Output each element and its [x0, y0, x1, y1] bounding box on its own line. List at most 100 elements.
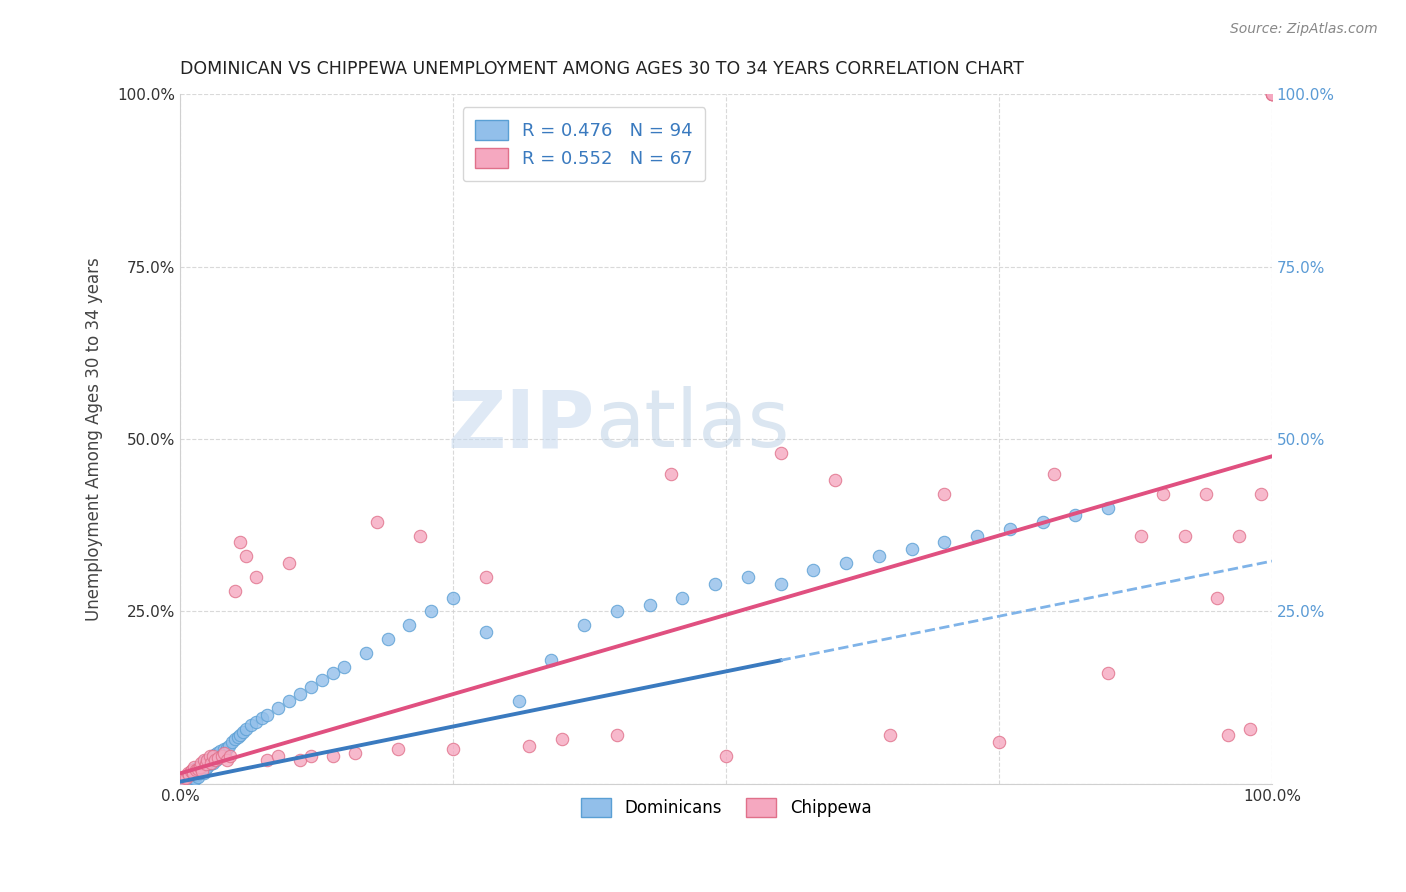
Point — [235, 549, 257, 564]
Point — [221, 735, 243, 749]
Point — [398, 618, 420, 632]
Point — [214, 746, 236, 760]
Point — [235, 722, 257, 736]
Point — [212, 746, 235, 760]
Point — [661, 467, 683, 481]
Point — [226, 730, 249, 744]
Point — [191, 757, 214, 772]
Point — [824, 474, 846, 488]
Point — [176, 771, 198, 785]
Point — [174, 774, 197, 789]
Point — [211, 749, 233, 764]
Point — [1042, 467, 1064, 481]
Point — [769, 446, 792, 460]
Point — [229, 535, 252, 549]
Point — [998, 522, 1021, 536]
Point — [900, 542, 922, 557]
Point — [215, 753, 238, 767]
Point — [366, 515, 388, 529]
Point — [183, 766, 205, 780]
Point — [387, 742, 409, 756]
Point — [193, 755, 215, 769]
Point — [934, 487, 956, 501]
Point — [1227, 528, 1250, 542]
Point — [174, 771, 197, 785]
Point — [198, 757, 221, 772]
Point — [333, 659, 356, 673]
Point — [987, 735, 1010, 749]
Point — [184, 772, 207, 786]
Point — [195, 753, 218, 767]
Point — [256, 753, 278, 767]
Point — [188, 759, 211, 773]
Point — [474, 570, 496, 584]
Point — [201, 756, 224, 770]
Point — [1206, 591, 1229, 605]
Point — [1261, 87, 1284, 102]
Point — [420, 604, 443, 618]
Point — [704, 577, 727, 591]
Point — [179, 766, 201, 780]
Point — [186, 768, 208, 782]
Point — [202, 747, 225, 762]
Point — [299, 749, 322, 764]
Point — [714, 749, 737, 764]
Point — [209, 744, 232, 758]
Point — [508, 694, 530, 708]
Point — [172, 775, 194, 789]
Point — [181, 764, 204, 779]
Point — [1239, 722, 1261, 736]
Point — [212, 742, 235, 756]
Point — [176, 770, 198, 784]
Point — [245, 714, 267, 729]
Point — [377, 632, 399, 646]
Text: atlas: atlas — [595, 386, 789, 465]
Legend: Dominicans, Chippewa: Dominicans, Chippewa — [574, 791, 877, 823]
Point — [181, 766, 204, 780]
Point — [1173, 528, 1195, 542]
Point — [200, 750, 222, 764]
Point — [195, 756, 218, 770]
Point — [966, 528, 988, 542]
Point — [197, 753, 219, 767]
Point — [229, 729, 252, 743]
Point — [606, 729, 628, 743]
Point — [278, 694, 301, 708]
Point — [172, 773, 194, 788]
Point — [322, 666, 344, 681]
Point — [474, 625, 496, 640]
Point — [540, 653, 562, 667]
Point — [190, 756, 212, 770]
Point — [278, 556, 301, 570]
Point — [1097, 501, 1119, 516]
Point — [191, 764, 214, 779]
Point — [205, 753, 228, 767]
Point — [572, 618, 595, 632]
Point — [288, 753, 311, 767]
Point — [1261, 87, 1284, 102]
Point — [184, 762, 207, 776]
Point — [250, 711, 273, 725]
Point — [180, 768, 202, 782]
Point — [187, 766, 209, 780]
Point — [183, 771, 205, 785]
Point — [191, 762, 214, 776]
Point — [190, 764, 212, 779]
Point — [1152, 487, 1174, 501]
Point — [177, 768, 200, 782]
Y-axis label: Unemployment Among Ages 30 to 34 years: Unemployment Among Ages 30 to 34 years — [86, 257, 103, 621]
Point — [606, 604, 628, 618]
Point — [200, 756, 222, 770]
Point — [1195, 487, 1218, 501]
Point — [288, 687, 311, 701]
Point — [193, 753, 215, 767]
Point — [299, 680, 322, 694]
Point — [409, 528, 432, 542]
Point — [177, 768, 200, 782]
Point — [240, 718, 263, 732]
Point — [181, 763, 204, 777]
Point — [267, 701, 290, 715]
Point — [1250, 487, 1272, 501]
Point — [194, 763, 217, 777]
Point — [205, 746, 228, 760]
